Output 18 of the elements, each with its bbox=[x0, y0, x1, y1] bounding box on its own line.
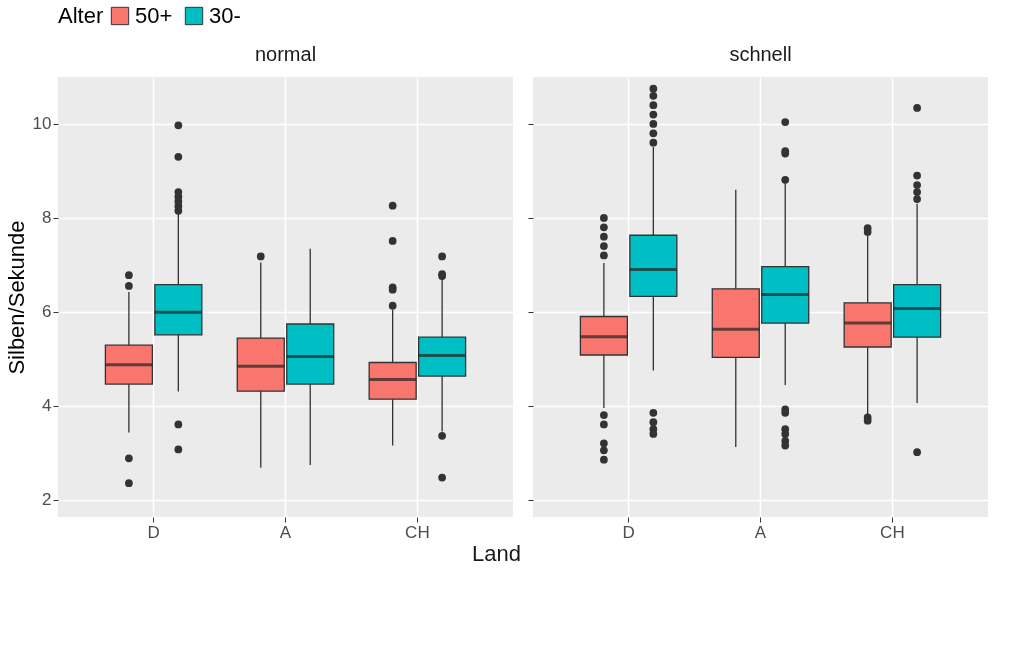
y-axis-title: Silben/Sekunde bbox=[3, 220, 29, 375]
chart-title: schnell bbox=[729, 43, 792, 65]
x-tick-label: D bbox=[622, 522, 635, 542]
x-axis-title: Land bbox=[472, 541, 522, 566]
y-tick-label: 6 bbox=[42, 302, 52, 322]
y-tick-label: 2 bbox=[42, 490, 52, 510]
legend-label: 30- bbox=[209, 3, 241, 28]
y-tick-label: 10 bbox=[32, 114, 52, 134]
x-tick-label: A bbox=[279, 522, 292, 542]
y-tick-label: 8 bbox=[42, 208, 52, 228]
legend-title: Alter bbox=[58, 3, 104, 28]
x-tick-label: CH bbox=[405, 522, 430, 542]
x-tick-label: D bbox=[147, 522, 160, 542]
chart-title: normal bbox=[254, 43, 317, 65]
legend-label: 50+ bbox=[135, 3, 173, 28]
x-tick-label: CH bbox=[880, 522, 905, 542]
x-tick-label: A bbox=[754, 522, 767, 542]
y-tick-label: 4 bbox=[42, 396, 52, 416]
